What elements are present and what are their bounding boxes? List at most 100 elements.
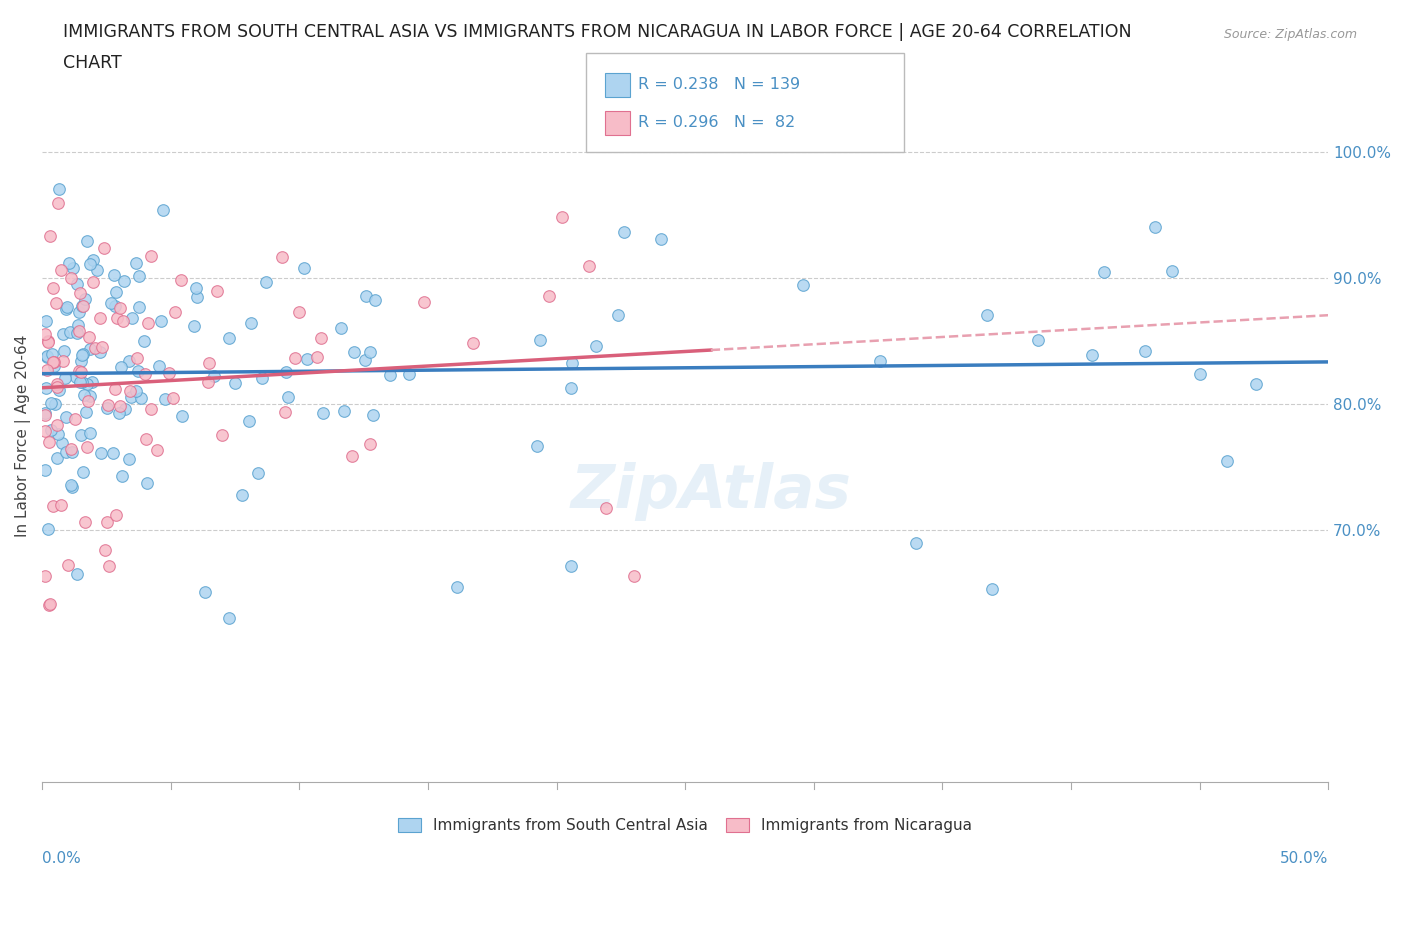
Point [104, 381, 127, 396]
Point [70, 299, 93, 313]
Point [45, 418, 67, 432]
Point [118, 451, 141, 466]
Point [38, 434, 60, 449]
Point [1188, 367, 1211, 382]
Point [378, 368, 401, 383]
Point [76, 234, 98, 249]
Point [45, 296, 67, 311]
Point [1081, 348, 1104, 363]
Point [96, 515, 118, 530]
Point [186, 280, 208, 295]
Point [284, 350, 307, 365]
Point [58, 255, 80, 270]
Point [1161, 264, 1184, 279]
Point [59, 325, 82, 339]
Point [83, 340, 105, 355]
Point [537, 288, 560, 303]
Point [67, 324, 90, 339]
Point [42, 498, 65, 513]
Point [1216, 454, 1239, 469]
Point [595, 500, 617, 515]
Point [34, 405, 56, 420]
Point [1092, 265, 1115, 280]
Point [34, 463, 56, 478]
Point [560, 380, 582, 395]
Point [90, 339, 112, 354]
Point [77, 330, 100, 345]
Point [128, 300, 150, 315]
Point [218, 611, 240, 626]
Point [49, 498, 72, 512]
Point [172, 409, 194, 424]
Point [205, 284, 228, 299]
Point [103, 268, 125, 283]
Point [197, 355, 219, 370]
Point [254, 275, 277, 290]
Point [169, 272, 191, 287]
Point [76, 394, 98, 409]
Point [305, 350, 328, 365]
Point [42, 354, 65, 369]
Point [125, 351, 148, 365]
Point [82, 252, 104, 267]
Point [120, 390, 142, 405]
Point [329, 321, 352, 336]
Point [75, 514, 97, 529]
Point [65, 369, 87, 384]
Point [976, 308, 998, 323]
Point [238, 414, 260, 429]
Point [134, 334, 156, 349]
Point [60, 479, 83, 494]
Point [121, 311, 143, 325]
Point [197, 374, 219, 389]
Point [612, 225, 634, 240]
Point [59, 442, 82, 457]
Point [110, 468, 132, 483]
Point [52, 343, 75, 358]
Point [37, 522, 59, 537]
Point [110, 359, 132, 374]
Point [103, 445, 125, 460]
Point [146, 443, 169, 458]
Point [55, 301, 77, 316]
Text: R = 0.296   N =  82: R = 0.296 N = 82 [638, 115, 796, 130]
Point [76, 439, 98, 454]
Point [607, 308, 630, 323]
Text: Source: ZipAtlas.com: Source: ZipAtlas.com [1223, 28, 1357, 41]
Point [125, 256, 148, 271]
Point [107, 405, 129, 420]
Point [97, 558, 120, 573]
Point [359, 345, 381, 360]
Point [1244, 377, 1267, 392]
Point [309, 330, 332, 345]
Point [89, 344, 111, 359]
Point [294, 261, 316, 276]
Text: CHART: CHART [63, 54, 122, 72]
Point [69, 365, 91, 379]
Point [623, 569, 645, 584]
Point [46, 195, 69, 210]
Point [39, 229, 62, 244]
Point [42, 281, 65, 296]
Point [343, 344, 366, 359]
Point [63, 412, 86, 427]
Point [270, 249, 292, 264]
Point [42, 358, 65, 373]
Point [90, 445, 112, 460]
Point [578, 259, 600, 273]
Point [276, 390, 298, 405]
Legend: Immigrants from South Central Asia, Immigrants from Nicaragua: Immigrants from South Central Asia, Immi… [398, 818, 973, 833]
Point [333, 404, 356, 418]
Text: R = 0.238   N = 139: R = 0.238 N = 139 [638, 77, 800, 92]
Point [66, 317, 89, 332]
Point [73, 388, 96, 403]
Point [340, 448, 363, 463]
Point [37, 350, 59, 365]
Point [70, 353, 93, 368]
Point [70, 375, 93, 390]
Point [138, 315, 160, 330]
Point [364, 293, 387, 308]
Point [42, 354, 65, 369]
Text: 50.0%: 50.0% [1279, 851, 1329, 866]
Point [56, 299, 79, 314]
